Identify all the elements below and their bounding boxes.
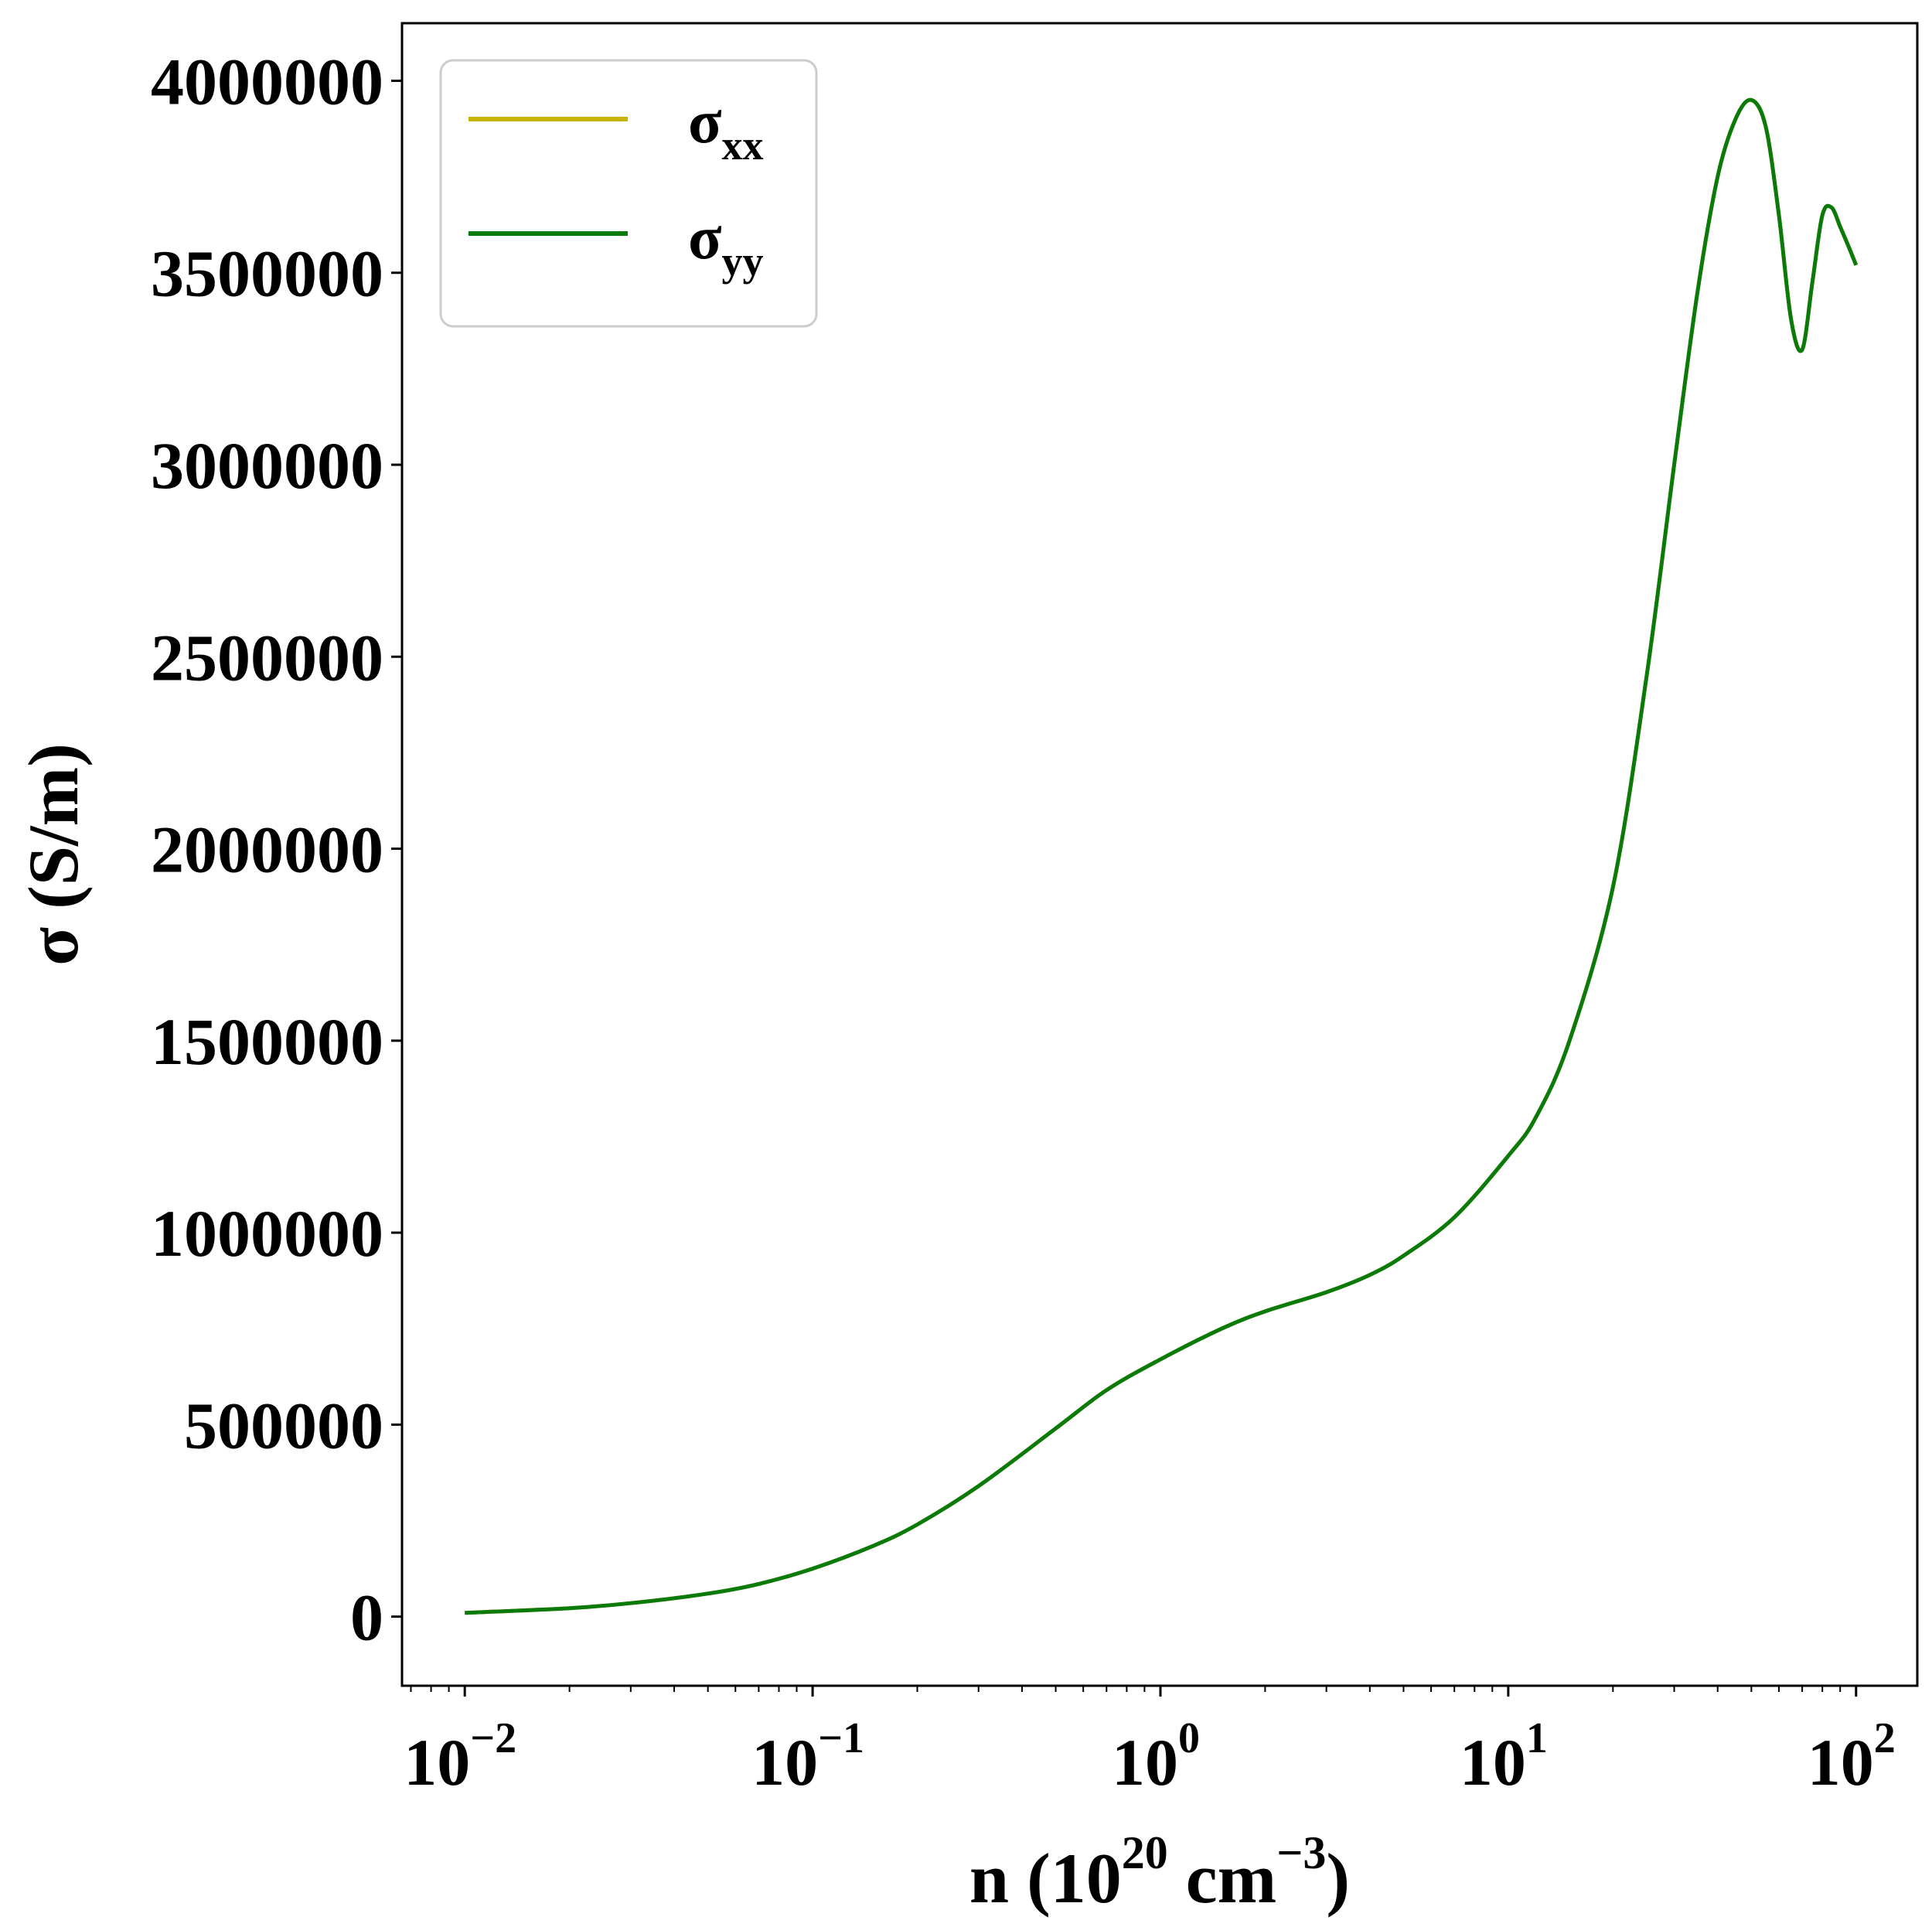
- y-tick-label: 3500000: [151, 237, 383, 311]
- x-axis-label-mid: cm: [1168, 1839, 1276, 1918]
- x-axis-minor-ticks: [410, 1686, 1842, 1692]
- plot-series: [465, 97, 1859, 1615]
- x-tick-label-exp: −2: [470, 1714, 516, 1762]
- legend-box: [439, 59, 818, 328]
- plot-frame: [400, 22, 1919, 1687]
- y-tick-label: 4000000: [151, 44, 383, 118]
- x-axis-label-prefix: n (10: [969, 1839, 1122, 1918]
- x-tick-label-exp: 0: [1178, 1714, 1200, 1762]
- y-tick-label: 1500000: [151, 1004, 383, 1079]
- series-line-sigma-yy: [465, 97, 1859, 1615]
- x-tick-label-base: 10: [751, 1725, 818, 1799]
- x-tick-label: 100: [1112, 1714, 1200, 1799]
- x-axis-ticks: 10−2 10−1 100 101 102: [404, 1686, 1896, 1799]
- x-tick-label-exp: 2: [1874, 1714, 1896, 1762]
- y-axis-label: σ (S/m): [14, 743, 93, 966]
- legend-sub-sigma-xx: xx: [722, 122, 764, 169]
- x-axis-label: n (1020 cm−3): [969, 1827, 1350, 1918]
- y-tick-label: 0: [350, 1581, 383, 1655]
- legend-entry-sigma-yy: σyy: [688, 204, 764, 285]
- x-tick-label: 10−2: [404, 1714, 516, 1799]
- y-tick-label: 500000: [184, 1388, 383, 1462]
- x-tick-label-base: 10: [1808, 1725, 1874, 1799]
- x-tick-label-base: 10: [404, 1725, 470, 1799]
- x-axis-label-suffix: ): [1326, 1839, 1350, 1918]
- legend-entry-sigma-xx: σxx: [688, 88, 764, 169]
- x-tick-label-base: 10: [1460, 1725, 1526, 1799]
- legend-label-sigma-xx: σ: [688, 88, 722, 156]
- x-tick-label: 10−1: [751, 1714, 864, 1799]
- legend-label-sigma-yy: σ: [688, 204, 722, 272]
- y-axis-ticks: 0 500000 1000000 1500000 2000000 2500000 30000…: [151, 44, 402, 1655]
- x-axis-label-sup1: 20: [1122, 1827, 1168, 1878]
- x-axis-label-sup2: −3: [1276, 1827, 1326, 1878]
- x-tick-label: 102: [1808, 1714, 1896, 1799]
- y-tick-label: 3000000: [151, 428, 383, 503]
- legend: σxx σyy: [439, 59, 818, 328]
- x-tick-label-exp: 1: [1526, 1714, 1548, 1762]
- x-tick-label: 101: [1460, 1714, 1548, 1799]
- x-tick-label-exp: −1: [818, 1714, 864, 1762]
- y-tick-label: 2000000: [151, 813, 383, 887]
- y-tick-label: 1000000: [151, 1196, 383, 1270]
- legend-sub-sigma-yy: yy: [722, 238, 764, 285]
- x-tick-label-base: 10: [1112, 1725, 1178, 1799]
- y-tick-label: 2500000: [151, 620, 383, 694]
